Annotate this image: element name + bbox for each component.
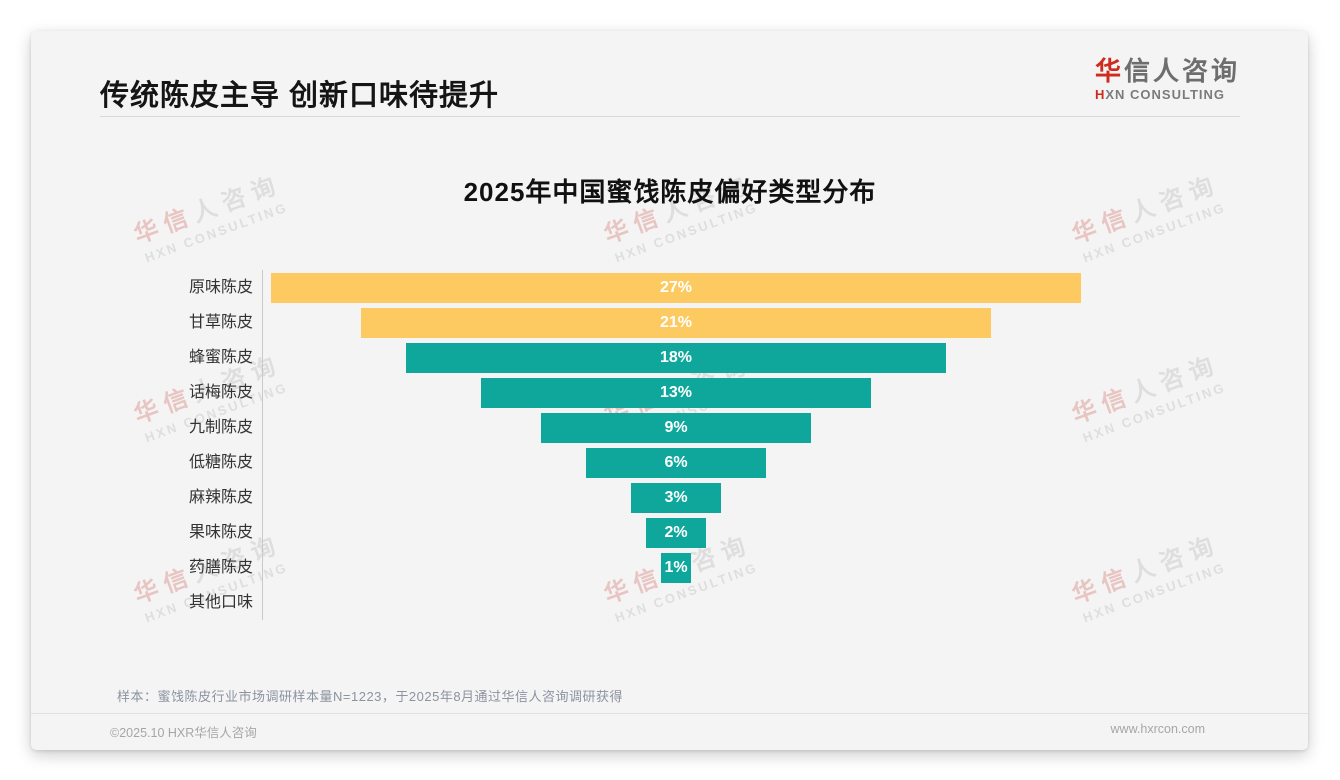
bar-value-label: 18% [659,348,693,366]
brand-logo-en: HXN CONSULTING [1095,87,1240,102]
plot-area: 3% [262,480,1089,515]
footer-divider [31,713,1308,714]
bar-value-label: 13% [659,383,693,401]
plot-area: 18% [262,340,1089,375]
chart-row: 低糖陈皮 6% [100,445,1089,480]
brand-logo-cn-accent: 华 [1094,56,1124,86]
bar: 18% [406,342,946,373]
bar: 21% [361,307,991,338]
plot-area: 1% [262,550,1089,585]
report-card: 华信人咨询 HXN CONSULTING 华信人咨询 HXN CONSULTING 华信… [31,31,1308,750]
category-label: 低糖陈皮 [188,454,253,471]
brand-logo-cn-rest: 信人咨询 [1123,56,1240,86]
footer: ©2025.10 HXR华信人咨询 www.hxrcon.com [110,722,1205,741]
category-label: 麻辣陈皮 [188,489,253,506]
brand-logo-cn: 华信人咨询 [1095,57,1240,86]
chart-row: 甘草陈皮 21% [100,305,1089,340]
category-label: 果味陈皮 [188,524,253,541]
chart-row: 话梅陈皮 13% [100,375,1089,410]
bar-value-label: 1% [664,558,688,576]
chart-row: 原味陈皮 27% [100,270,1089,305]
category-label: 药膳陈皮 [188,559,253,576]
chart-row: 麻辣陈皮 3% [100,480,1089,515]
plot-area: 2% [262,515,1089,550]
plot-area: 6% [262,445,1089,480]
category-label: 其他口味 [188,594,253,611]
brand-logo-en-accent: H [1094,86,1106,102]
bar: 3% [631,482,721,513]
page-title: 传统陈皮主导 创新口味待提升 [100,80,500,112]
bar-value-label: 2% [664,523,688,541]
chart-title: 2025年中国蜜饯陈皮偏好类型分布 [463,177,877,207]
plot-area: 27% [262,270,1089,305]
chart-row: 果味陈皮 2% [100,515,1089,550]
chart-row: 蜂蜜陈皮 18% [100,340,1089,375]
category-label: 话梅陈皮 [188,384,253,401]
chart-rows: 原味陈皮 27% 甘草陈皮 21% 蜂蜜陈皮 18% 话梅陈皮 13% 九制陈皮 9% 低糖陈皮 6%… [100,270,1089,620]
category-label: 甘草陈皮 [188,314,253,331]
bar: 1% [661,552,691,583]
category-label: 蜂蜜陈皮 [188,349,253,366]
bar-value-label: 3% [664,488,688,506]
footer-copyright: ©2025.10 HXR华信人咨询 [110,726,257,740]
bar: 2% [646,517,706,548]
plot-area: 21% [262,305,1089,340]
bar-value-label: 21% [659,313,693,331]
plot-area: 13% [262,375,1089,410]
chart-row: 药膳陈皮 1% [100,550,1089,585]
plot-area [262,585,1089,620]
bar: 13% [481,377,871,408]
category-label: 原味陈皮 [188,279,253,296]
chart-row: 九制陈皮 9% [100,410,1089,445]
bar: 27% [271,272,1081,303]
bar-value-label: 6% [664,453,688,471]
plot-area: 9% [262,410,1089,445]
category-label: 九制陈皮 [188,419,253,436]
footer-website: www.hxrcon.com [1110,722,1205,736]
sample-note: 样本：蜜饯陈皮行业市场调研样本量N=1223，于2025年8月通过华信人咨询调研… [117,689,624,704]
header-divider [100,116,1240,117]
chart-row: 其他口味 [100,585,1089,620]
bar: 9% [541,412,811,443]
bar-value-label: 9% [664,418,688,436]
bar-value-label: 27% [659,278,693,296]
brand-logo: 华信人咨询 HXN CONSULTING [1095,57,1240,102]
bar: 6% [586,447,766,478]
brand-logo-en-rest: XN CONSULTING [1105,86,1226,102]
